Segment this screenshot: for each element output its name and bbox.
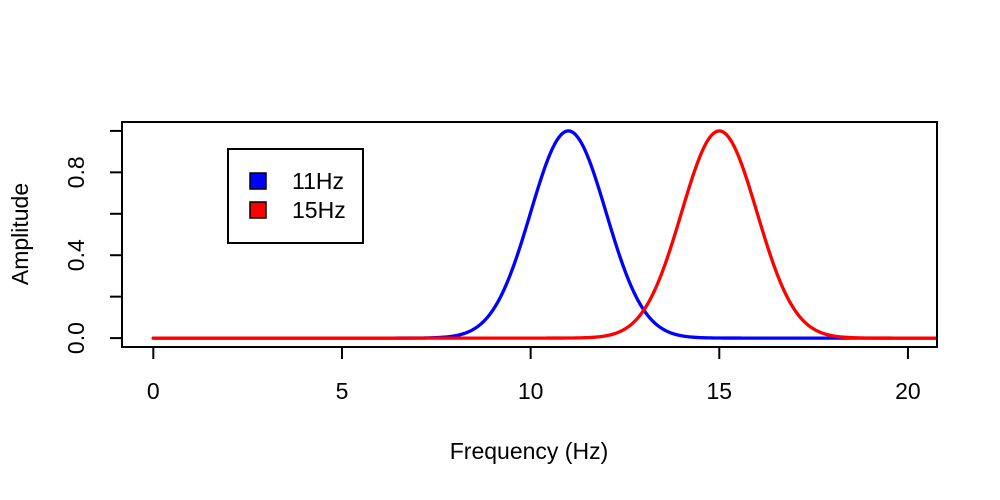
x-axis-label: Frequency (Hz) — [450, 438, 608, 464]
legend-swatch-11hz — [249, 172, 267, 190]
y-tick-label: 0.0 — [63, 322, 89, 354]
y-tick-label: 0.8 — [63, 156, 89, 188]
x-tick-label: 10 — [518, 378, 544, 404]
legend-label-15hz: 15Hz — [292, 197, 346, 223]
legend: 11Hz 15Hz — [227, 148, 364, 244]
x-tick-label: 5 — [336, 378, 349, 404]
x-tick-label: 0 — [147, 378, 160, 404]
x-axis-ticks: 0 5 10 15 20 — [147, 347, 921, 404]
x-tick-label: 15 — [706, 378, 732, 404]
y-tick-label: 0.4 — [63, 239, 89, 271]
plot-box — [121, 121, 938, 348]
y-axis-label: Amplitude — [7, 183, 33, 285]
series-line-15hz — [151, 129, 938, 340]
legend-label-11hz: 11Hz — [292, 168, 344, 194]
x-tick-label: 20 — [895, 378, 921, 404]
curves-layer — [151, 129, 938, 340]
y-axis-ticks: 0.0 0.4 0.8 — [63, 129, 122, 354]
legend-swatch-15hz — [249, 201, 267, 219]
legend-box — [227, 148, 364, 244]
